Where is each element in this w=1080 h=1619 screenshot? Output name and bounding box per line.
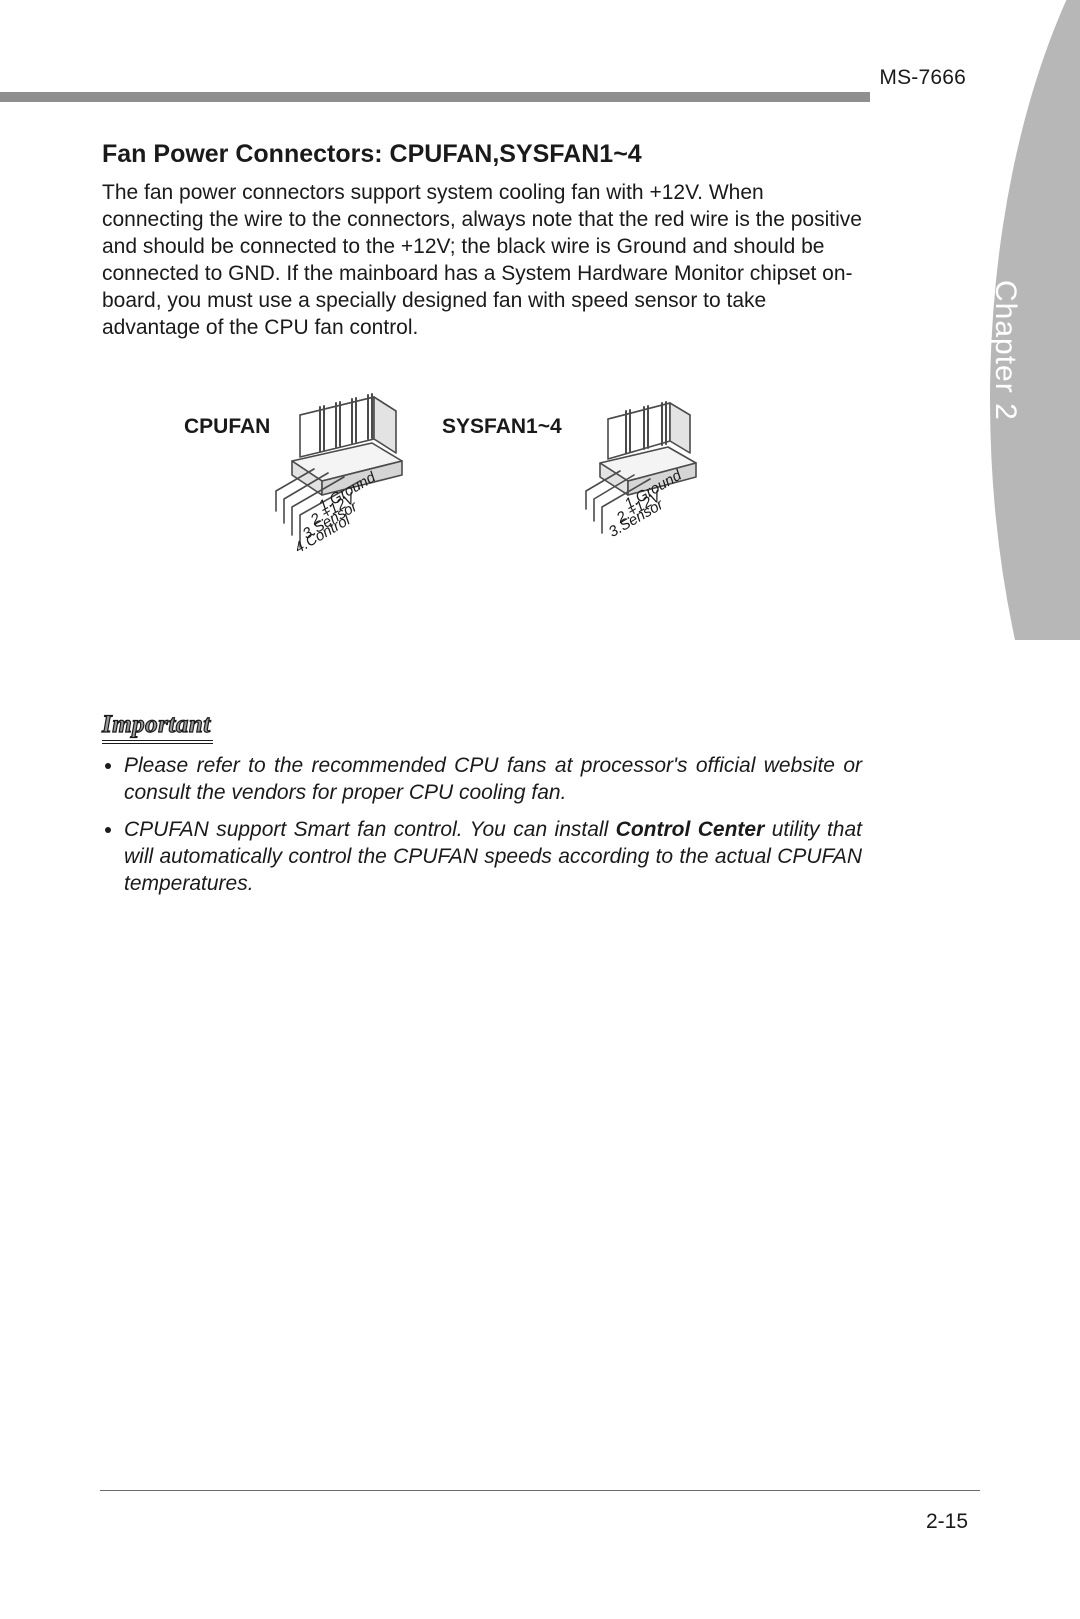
important-item-1: Please refer to the recommended CPU fans…	[124, 752, 862, 806]
cpufan-diagram	[262, 383, 412, 568]
section-title: Fan Power Connectors: CPUFAN,SYSFAN1~4	[102, 140, 862, 169]
footer-rule	[100, 1490, 980, 1491]
page-number: 2-15	[926, 1510, 968, 1534]
sysfan-diagram	[572, 387, 712, 562]
cpufan-label: CPUFAN	[184, 415, 270, 439]
section-body: The fan power connectors support system …	[102, 179, 862, 341]
important-item-2a: CPUFAN support Smart fan control. You ca…	[124, 818, 616, 841]
page: MS-7666 Chapter 2 Fan Power Connectors: …	[0, 0, 1080, 1619]
model-number: MS-7666	[879, 66, 966, 90]
header-rule	[0, 92, 870, 102]
sysfan-svg	[572, 387, 712, 557]
cpufan-svg	[262, 383, 412, 563]
control-center-label: Control Center	[616, 818, 765, 841]
diagram-row: CPUFAN	[102, 401, 862, 631]
chapter-label: Chapter 2	[988, 280, 1022, 421]
important-item-2: CPUFAN support Smart fan control. You ca…	[124, 816, 862, 897]
sysfan-label: SYSFAN1~4	[442, 415, 562, 439]
important-heading: Important	[102, 711, 213, 744]
content: Fan Power Connectors: CPUFAN,SYSFAN1~4 T…	[102, 140, 862, 907]
important-list: Please refer to the recommended CPU fans…	[102, 752, 862, 897]
chapter-tab: Chapter 2	[960, 0, 1080, 640]
